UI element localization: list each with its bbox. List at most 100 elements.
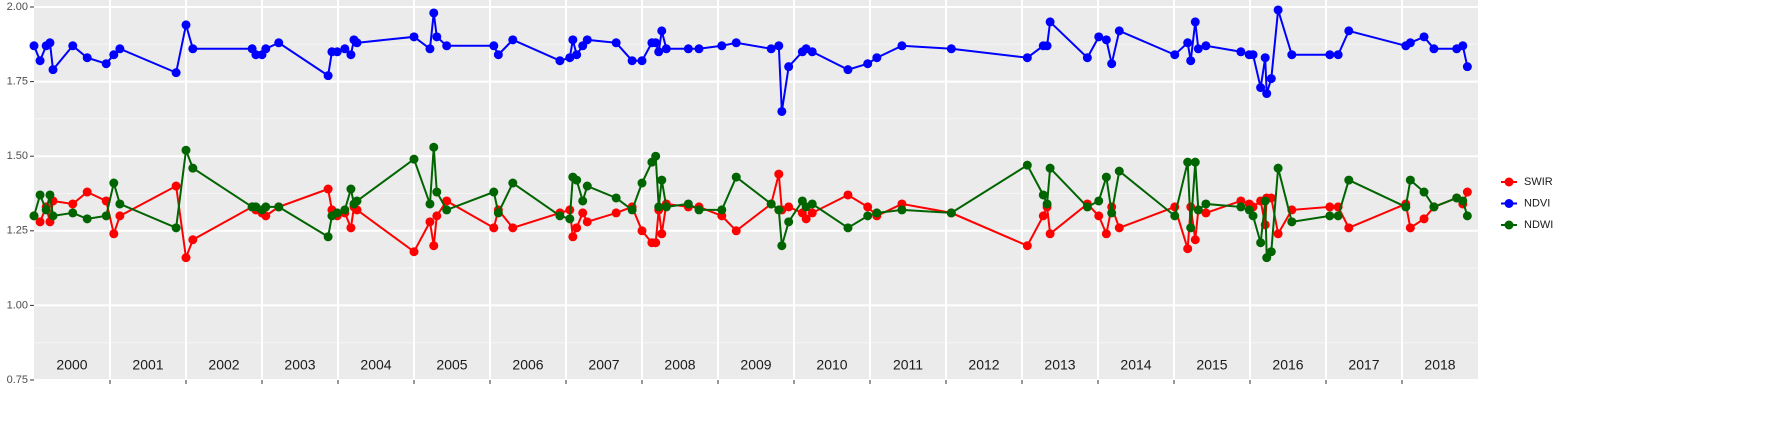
series-point (1082, 202, 1092, 212)
series-point (1260, 196, 1270, 206)
series-point (843, 65, 853, 75)
legend-key-point (1504, 177, 1514, 187)
series-point (863, 59, 873, 69)
series-point (1183, 38, 1193, 48)
series-point (657, 229, 667, 239)
series-point (1186, 223, 1196, 233)
series-point (48, 65, 58, 75)
series-point (1325, 211, 1335, 221)
series-point (1114, 166, 1124, 176)
series-point (1042, 199, 1052, 209)
series-point (1201, 199, 1211, 209)
series-point (332, 208, 342, 218)
series-point (1260, 53, 1270, 63)
series-point (1107, 59, 1117, 69)
series-point (582, 35, 592, 45)
series-point (774, 205, 784, 215)
series-point (1462, 211, 1472, 221)
series-point (1045, 17, 1055, 27)
series-point (1462, 62, 1472, 72)
series-point (274, 202, 284, 212)
series-point (784, 202, 794, 212)
series-point (442, 41, 452, 51)
y-tick-label: 0.75 (7, 374, 28, 386)
series-point (489, 41, 499, 51)
series-point (1193, 44, 1203, 54)
series-point (1114, 26, 1124, 36)
series-point (1266, 74, 1276, 84)
series-point (731, 38, 741, 48)
series-point (637, 226, 647, 236)
series-point (1022, 160, 1032, 170)
series-point (332, 47, 342, 57)
series-point (82, 53, 92, 63)
legend-key-point (1504, 199, 1514, 208)
y-tick-label: 1.75 (7, 76, 28, 88)
series-point (572, 50, 582, 60)
series-point (731, 172, 741, 182)
series-point (694, 44, 704, 54)
series-point (1266, 247, 1276, 257)
series-point (109, 178, 119, 188)
series-point (29, 41, 39, 51)
y-tick-label: 2.00 (7, 1, 28, 13)
series-point (352, 38, 362, 48)
year-label: 2008 (664, 357, 695, 373)
year-label: 2017 (1348, 357, 1379, 373)
series-point (766, 44, 776, 54)
series-point (872, 53, 882, 63)
series-point (637, 178, 647, 188)
series-point (508, 35, 518, 45)
series-point (1333, 50, 1343, 60)
series-point (1022, 241, 1032, 251)
series-point (115, 44, 125, 54)
series-point (1287, 217, 1297, 227)
panel (34, 0, 1478, 380)
series-point (323, 184, 333, 194)
series-point (683, 199, 693, 209)
series-point (1248, 50, 1258, 60)
series-point (188, 235, 198, 245)
series-point (627, 205, 637, 215)
series-point (1170, 211, 1180, 221)
series-point (1170, 50, 1180, 60)
year-label: 2010 (816, 357, 847, 373)
series-point (683, 44, 693, 54)
series-point (572, 223, 582, 233)
series-point (654, 47, 664, 57)
series-point (115, 211, 125, 221)
series-point (784, 62, 794, 72)
series-point (45, 38, 55, 48)
series-point (409, 32, 419, 42)
series-point (1193, 205, 1203, 215)
series-point (508, 223, 518, 233)
year-label: 2012 (968, 357, 999, 373)
year-label: 2016 (1272, 357, 1303, 373)
series-point (578, 208, 588, 218)
series-point (657, 175, 667, 185)
series-point (346, 184, 356, 194)
series-point (68, 208, 78, 218)
series-point (1082, 53, 1092, 63)
year-label: 2014 (1120, 357, 1151, 373)
series-point (1236, 47, 1246, 57)
series-point (578, 196, 588, 206)
series-point (35, 217, 45, 227)
legend-label: SWIR (1524, 176, 1553, 188)
series-point (1333, 211, 1343, 221)
series-point (429, 8, 439, 18)
series-point (261, 202, 271, 212)
series-point (1344, 175, 1354, 185)
series-point (489, 223, 499, 233)
series-point (872, 208, 882, 218)
series-point (1287, 50, 1297, 60)
series-point (1201, 41, 1211, 51)
series-point (946, 208, 956, 218)
series-point (1038, 190, 1048, 200)
year-label: 2000 (56, 357, 87, 373)
series-point (843, 190, 853, 200)
legend-label: NDVI (1524, 197, 1550, 209)
series-point (171, 181, 181, 191)
series-point (68, 199, 78, 209)
series-point (801, 214, 811, 224)
